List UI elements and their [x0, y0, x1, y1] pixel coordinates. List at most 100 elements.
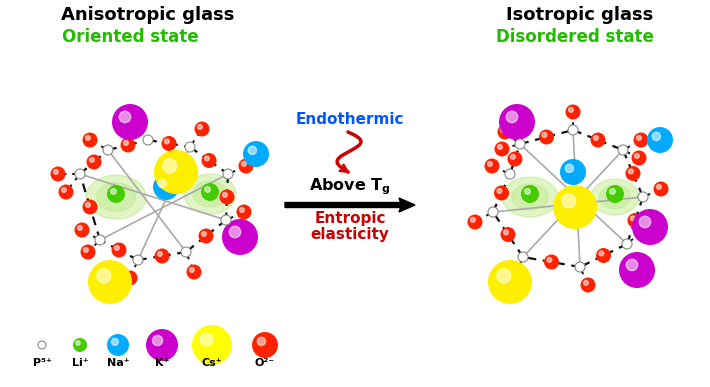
- Circle shape: [501, 127, 506, 132]
- Circle shape: [498, 144, 502, 149]
- Circle shape: [471, 217, 475, 222]
- Circle shape: [114, 245, 119, 250]
- Text: O²⁻: O²⁻: [255, 358, 275, 368]
- Circle shape: [252, 332, 278, 358]
- Circle shape: [153, 174, 179, 200]
- Text: P⁵⁺: P⁵⁺: [33, 358, 51, 368]
- Circle shape: [638, 192, 648, 202]
- Circle shape: [591, 132, 606, 147]
- Circle shape: [84, 248, 88, 252]
- Circle shape: [62, 187, 66, 192]
- Circle shape: [515, 139, 525, 149]
- Circle shape: [200, 333, 213, 346]
- Text: Li⁺: Li⁺: [72, 358, 88, 368]
- Circle shape: [181, 247, 191, 257]
- Circle shape: [525, 188, 530, 194]
- Circle shape: [521, 185, 539, 203]
- Circle shape: [547, 257, 552, 262]
- Circle shape: [103, 145, 113, 155]
- Circle shape: [202, 231, 207, 236]
- Ellipse shape: [591, 179, 639, 215]
- Circle shape: [569, 108, 573, 112]
- Circle shape: [232, 224, 248, 240]
- Circle shape: [497, 188, 502, 193]
- Circle shape: [192, 325, 232, 365]
- Circle shape: [126, 274, 131, 278]
- Circle shape: [653, 182, 669, 197]
- Circle shape: [75, 223, 89, 238]
- Circle shape: [163, 159, 177, 173]
- Circle shape: [58, 185, 74, 200]
- Circle shape: [190, 267, 195, 272]
- Circle shape: [257, 337, 266, 346]
- Circle shape: [501, 227, 515, 242]
- Circle shape: [241, 161, 246, 166]
- Circle shape: [498, 125, 513, 139]
- Circle shape: [542, 132, 547, 137]
- Circle shape: [488, 207, 498, 217]
- Circle shape: [185, 142, 195, 152]
- Circle shape: [123, 271, 138, 286]
- Circle shape: [229, 226, 241, 238]
- Ellipse shape: [512, 184, 548, 210]
- Circle shape: [154, 150, 198, 194]
- Circle shape: [467, 214, 483, 229]
- Circle shape: [119, 111, 131, 123]
- Circle shape: [484, 159, 500, 173]
- Circle shape: [553, 185, 597, 229]
- Circle shape: [219, 190, 234, 204]
- Circle shape: [631, 151, 647, 166]
- Circle shape: [187, 264, 202, 279]
- Circle shape: [97, 269, 111, 283]
- Circle shape: [197, 125, 202, 129]
- Circle shape: [628, 169, 633, 174]
- Circle shape: [494, 185, 509, 200]
- Circle shape: [199, 228, 214, 243]
- Circle shape: [158, 252, 163, 256]
- Circle shape: [133, 255, 143, 265]
- Circle shape: [153, 336, 163, 346]
- Circle shape: [632, 209, 668, 245]
- Circle shape: [494, 142, 510, 156]
- Text: Oriented state: Oriented state: [62, 28, 198, 46]
- Circle shape: [506, 111, 518, 123]
- Circle shape: [510, 154, 515, 159]
- Circle shape: [236, 228, 240, 232]
- Circle shape: [112, 104, 148, 140]
- Circle shape: [239, 159, 253, 173]
- Circle shape: [53, 170, 58, 174]
- Circle shape: [239, 207, 244, 212]
- Circle shape: [596, 248, 611, 263]
- Circle shape: [85, 202, 90, 207]
- Circle shape: [610, 188, 616, 194]
- Circle shape: [635, 154, 639, 158]
- Circle shape: [628, 213, 643, 228]
- Circle shape: [80, 245, 96, 260]
- Circle shape: [82, 132, 97, 147]
- Circle shape: [508, 267, 523, 283]
- Circle shape: [87, 154, 102, 170]
- Circle shape: [606, 185, 624, 203]
- Circle shape: [581, 277, 596, 293]
- Circle shape: [107, 185, 125, 203]
- Circle shape: [503, 230, 508, 235]
- Circle shape: [562, 194, 576, 208]
- Circle shape: [575, 262, 585, 272]
- Circle shape: [630, 216, 635, 221]
- Circle shape: [636, 228, 641, 232]
- Circle shape: [622, 239, 632, 249]
- Circle shape: [121, 137, 136, 152]
- Circle shape: [488, 260, 532, 304]
- Circle shape: [76, 341, 80, 345]
- Circle shape: [633, 132, 648, 147]
- Text: Above T$_{\mathregular{g}}$: Above T$_{\mathregular{g}}$: [309, 177, 391, 197]
- Circle shape: [544, 255, 559, 269]
- Circle shape: [223, 169, 233, 179]
- Circle shape: [165, 139, 169, 144]
- Circle shape: [618, 145, 628, 155]
- Ellipse shape: [599, 185, 630, 209]
- Circle shape: [560, 159, 586, 185]
- Circle shape: [89, 158, 94, 162]
- Circle shape: [639, 216, 651, 228]
- Ellipse shape: [502, 177, 558, 217]
